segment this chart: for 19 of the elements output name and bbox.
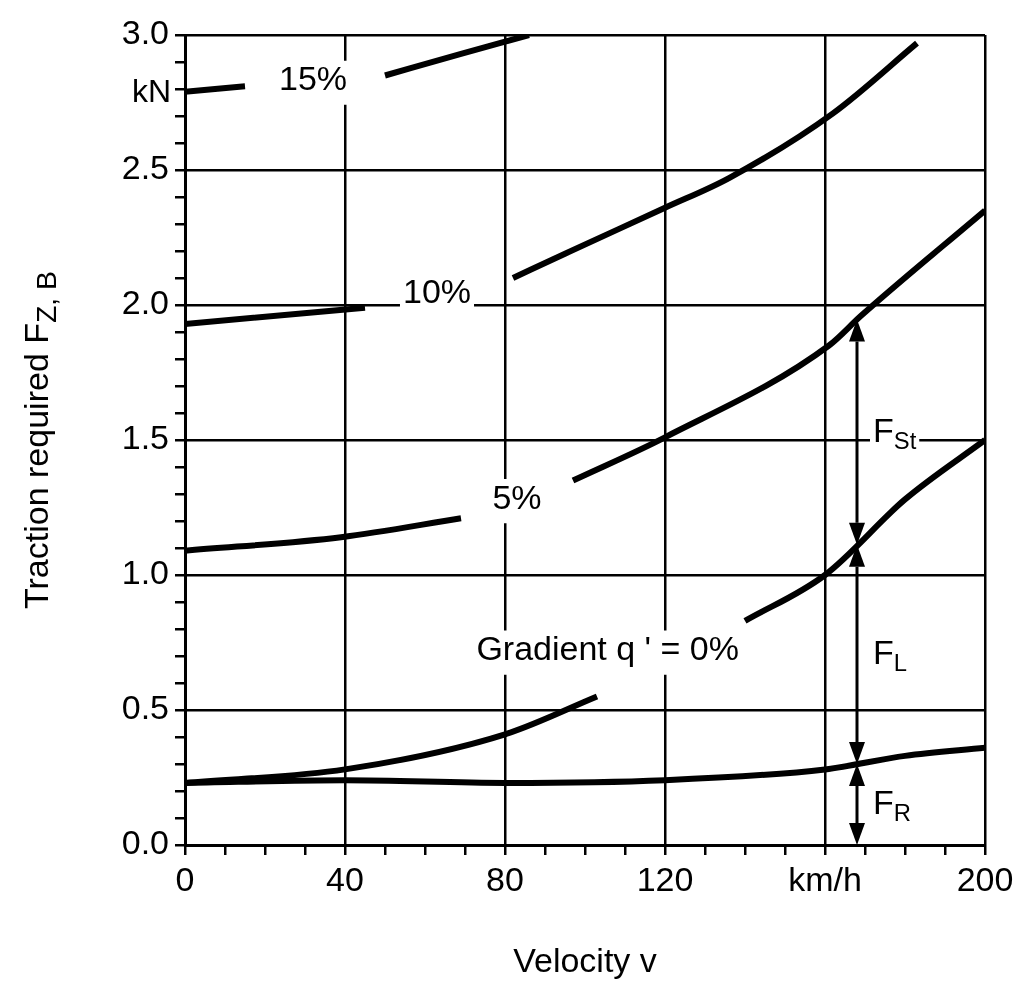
text: kN bbox=[131, 72, 171, 109]
x-tick-label: 200 bbox=[956, 859, 1014, 898]
x-tick-label: 80 bbox=[486, 859, 524, 898]
series-label: 5% bbox=[492, 477, 542, 516]
y-tick-label: 0.5 bbox=[121, 688, 169, 727]
series-label: Gradient q ' = 0% bbox=[476, 629, 740, 668]
x-tick-label: 0 bbox=[175, 859, 195, 898]
x-tick-label: 40 bbox=[326, 859, 364, 898]
y-tick-label: 2.5 bbox=[121, 148, 169, 187]
y-tick-label: 1.5 bbox=[121, 418, 169, 457]
x-axis-title: Velocity v bbox=[513, 940, 657, 980]
y-tick-label: 3.0 bbox=[121, 13, 169, 52]
x-tick-label: 120 bbox=[636, 859, 694, 898]
y-tick-label: 2.0 bbox=[121, 283, 169, 322]
y-tick-label: 0.0 bbox=[121, 823, 169, 862]
y-tick-label: 1.0 bbox=[121, 553, 169, 592]
series-label: 10% bbox=[402, 271, 472, 310]
series-label: 15% bbox=[278, 59, 348, 98]
x-tick-label: km/h bbox=[788, 859, 862, 898]
